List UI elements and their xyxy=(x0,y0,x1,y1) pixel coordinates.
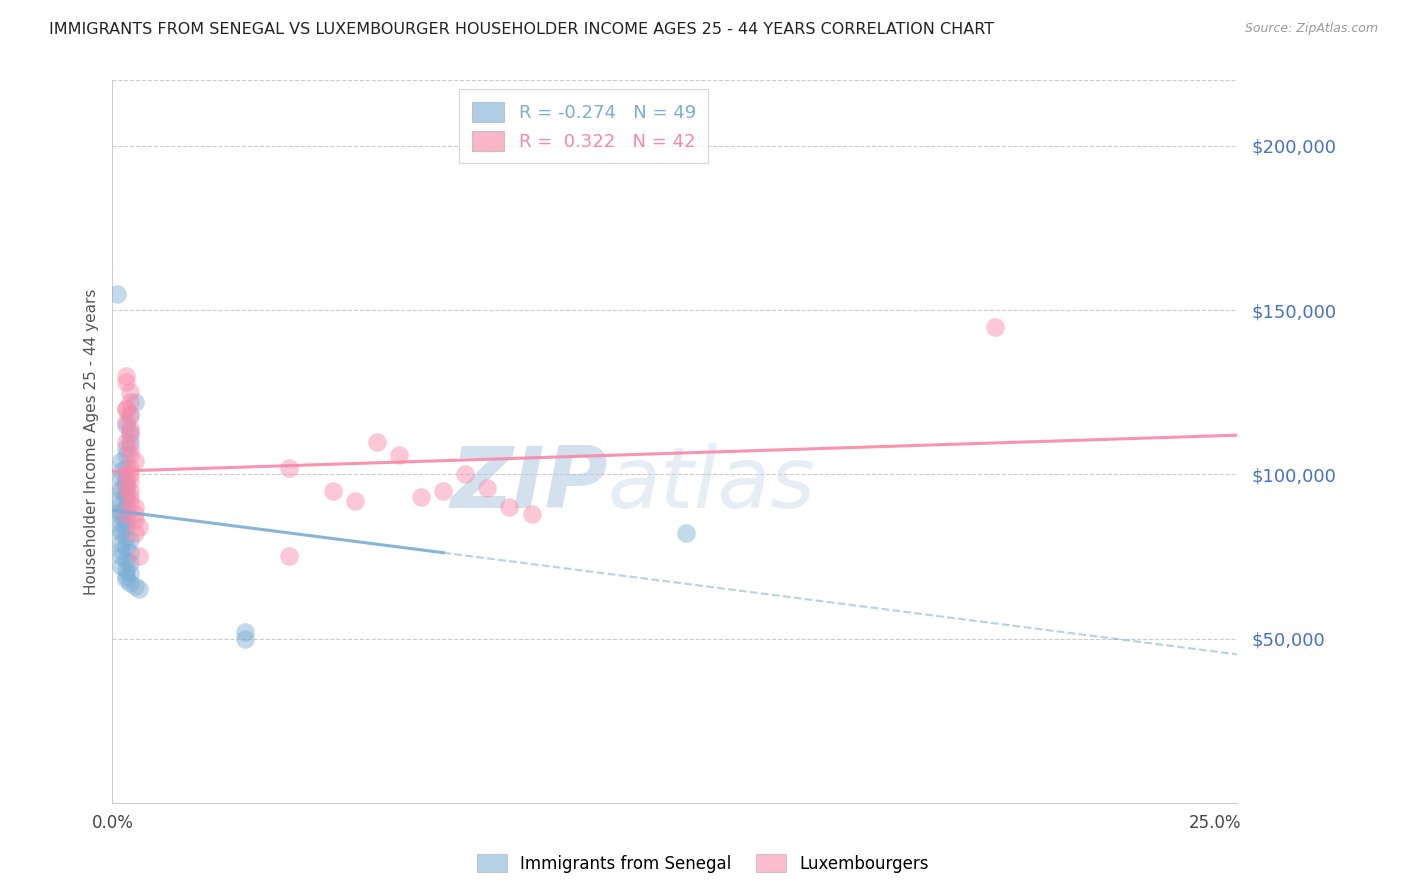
Point xyxy=(233,625,256,640)
Point xyxy=(114,418,136,433)
Point xyxy=(366,434,388,449)
Point xyxy=(124,526,146,541)
Point xyxy=(114,467,136,482)
Point xyxy=(110,464,132,478)
Point xyxy=(114,569,136,583)
Point xyxy=(120,483,142,498)
Point xyxy=(110,471,132,485)
Point xyxy=(110,542,132,557)
Point xyxy=(432,483,454,498)
Point xyxy=(124,395,146,409)
Point xyxy=(120,395,142,409)
Point xyxy=(124,500,146,515)
Point xyxy=(322,483,344,498)
Point xyxy=(110,454,132,468)
Point xyxy=(124,507,146,521)
Point xyxy=(498,500,520,515)
Point xyxy=(120,460,142,475)
Point xyxy=(124,579,146,593)
Point xyxy=(120,421,142,435)
Point xyxy=(114,401,136,416)
Point xyxy=(110,526,132,541)
Point xyxy=(114,376,136,390)
Legend: R = -0.274   N = 49, R =  0.322   N = 42: R = -0.274 N = 49, R = 0.322 N = 42 xyxy=(458,89,709,163)
Point xyxy=(128,520,150,534)
Point xyxy=(120,566,142,580)
Point xyxy=(110,523,132,537)
Point xyxy=(114,434,136,449)
Point xyxy=(110,507,132,521)
Point xyxy=(114,460,136,475)
Point xyxy=(120,428,142,442)
Point xyxy=(344,493,367,508)
Point xyxy=(120,409,142,423)
Point xyxy=(114,530,136,544)
Point xyxy=(110,503,132,517)
Text: Source: ZipAtlas.com: Source: ZipAtlas.com xyxy=(1244,22,1378,36)
Point xyxy=(411,491,433,505)
Point xyxy=(128,549,150,564)
Point xyxy=(110,516,132,531)
Point xyxy=(124,454,146,468)
Point xyxy=(114,520,136,534)
Point xyxy=(120,533,142,547)
Point xyxy=(114,573,136,587)
Point xyxy=(120,385,142,400)
Point xyxy=(114,553,136,567)
Point xyxy=(114,401,136,416)
Point xyxy=(114,477,136,491)
Point xyxy=(233,632,256,646)
Point xyxy=(120,425,142,439)
Point xyxy=(105,286,128,301)
Point xyxy=(120,448,142,462)
Point xyxy=(114,441,136,455)
Point xyxy=(120,441,142,455)
Point xyxy=(114,491,136,505)
Point xyxy=(110,510,132,524)
Point xyxy=(277,549,299,564)
Point xyxy=(277,460,299,475)
Point xyxy=(120,575,142,590)
Point xyxy=(454,467,477,482)
Point xyxy=(114,415,136,429)
Point xyxy=(110,497,132,511)
Point xyxy=(114,500,136,515)
Point xyxy=(114,368,136,383)
Point xyxy=(110,549,132,564)
Text: ZIP: ZIP xyxy=(450,443,607,526)
Point xyxy=(110,481,132,495)
Point xyxy=(120,497,142,511)
Y-axis label: Householder Income Ages 25 - 44 years: Householder Income Ages 25 - 44 years xyxy=(83,288,98,595)
Point xyxy=(120,434,142,449)
Point xyxy=(120,474,142,488)
Point xyxy=(114,507,136,521)
Point xyxy=(110,483,132,498)
Point xyxy=(114,481,136,495)
Point xyxy=(675,526,697,541)
Point xyxy=(128,582,150,597)
Legend: Immigrants from Senegal, Luxembourgers: Immigrants from Senegal, Luxembourgers xyxy=(470,847,936,880)
Point xyxy=(120,546,142,560)
Text: atlas: atlas xyxy=(607,443,815,526)
Point xyxy=(114,563,136,577)
Point xyxy=(120,409,142,423)
Point xyxy=(114,487,136,501)
Point xyxy=(520,507,543,521)
Point xyxy=(105,493,128,508)
Point xyxy=(983,319,1005,334)
Point xyxy=(114,540,136,554)
Point xyxy=(110,559,132,574)
Text: IMMIGRANTS FROM SENEGAL VS LUXEMBOURGER HOUSEHOLDER INCOME AGES 25 - 44 YEARS CO: IMMIGRANTS FROM SENEGAL VS LUXEMBOURGER … xyxy=(49,22,994,37)
Point xyxy=(110,536,132,550)
Point xyxy=(114,513,136,527)
Point xyxy=(388,448,411,462)
Point xyxy=(114,448,136,462)
Point xyxy=(120,556,142,570)
Point xyxy=(120,491,142,505)
Point xyxy=(114,474,136,488)
Point xyxy=(120,467,142,482)
Point xyxy=(477,481,499,495)
Point xyxy=(124,513,146,527)
